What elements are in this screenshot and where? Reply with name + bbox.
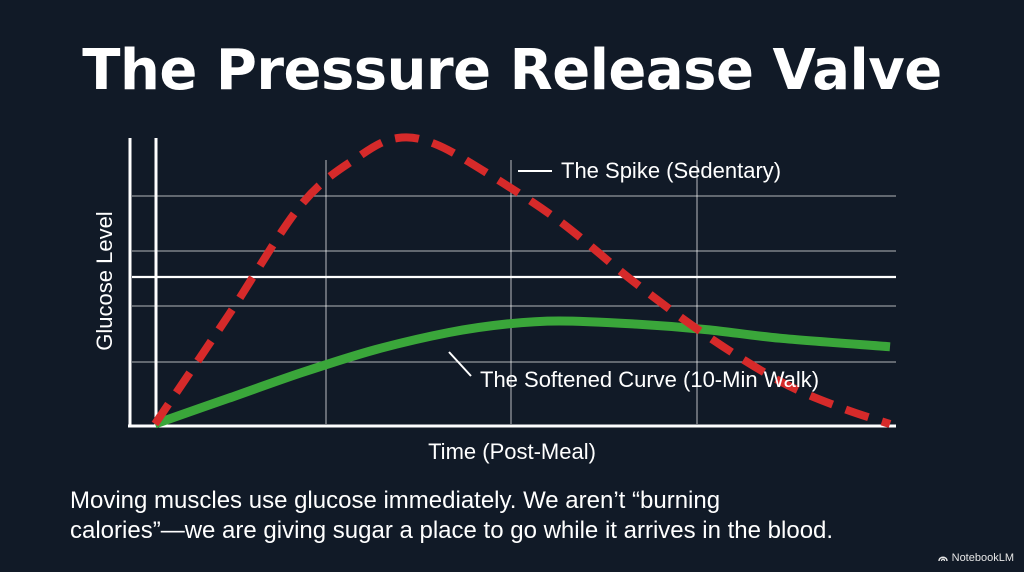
notebooklm-logo-icon	[937, 556, 948, 562]
softened-series-line	[153, 316, 891, 429]
brand-watermark: NotebookLM	[937, 552, 1014, 564]
x-axis-label: Time (Post-Meal)	[428, 439, 596, 464]
axes	[128, 138, 896, 428]
grid	[132, 160, 896, 424]
caption-line-2: calories”—we are giving sugar a place to…	[70, 517, 834, 544]
caption-line-1: Moving muscles use glucose immediately. …	[70, 487, 721, 514]
y-axis-label: Glucose Level	[92, 211, 117, 350]
labels: Glucose Level Time (Post-Meal) The Spike…	[92, 158, 819, 464]
spike-series-line	[151, 133, 892, 428]
softened-series-label: The Softened Curve (10-Min Walk)	[480, 367, 819, 392]
caption: Moving muscles use glucose immediately. …	[70, 486, 970, 546]
softened-legend-leader	[448, 351, 472, 377]
brand-label: NotebookLM	[951, 552, 1014, 564]
spike-series-label: The Spike (Sedentary)	[561, 158, 781, 183]
page-title: The Pressure Release Valve	[82, 38, 942, 103]
series	[151, 133, 892, 429]
